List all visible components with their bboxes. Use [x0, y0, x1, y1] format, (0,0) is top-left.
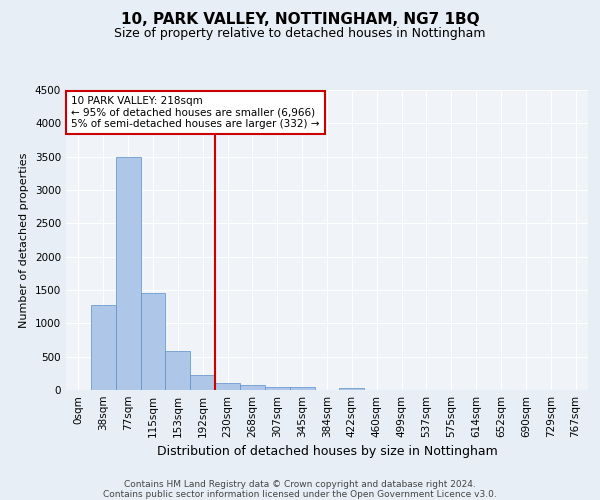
Bar — [166, 350, 190, 390]
Text: Size of property relative to detached houses in Nottingham: Size of property relative to detached ho… — [114, 28, 486, 40]
Bar — [340, 388, 364, 390]
Y-axis label: Number of detached properties: Number of detached properties — [19, 152, 29, 328]
Bar — [290, 387, 314, 390]
Bar — [140, 292, 166, 390]
Bar — [265, 387, 290, 390]
Bar — [116, 156, 140, 390]
Bar — [91, 306, 116, 390]
Bar — [240, 386, 265, 390]
X-axis label: Distribution of detached houses by size in Nottingham: Distribution of detached houses by size … — [157, 446, 497, 458]
Bar — [190, 374, 215, 390]
Text: Contains HM Land Registry data © Crown copyright and database right 2024.: Contains HM Land Registry data © Crown c… — [124, 480, 476, 489]
Text: 10 PARK VALLEY: 218sqm
← 95% of detached houses are smaller (6,966)
5% of semi-d: 10 PARK VALLEY: 218sqm ← 95% of detached… — [71, 96, 320, 129]
Text: Contains public sector information licensed under the Open Government Licence v3: Contains public sector information licen… — [103, 490, 497, 499]
Text: 10, PARK VALLEY, NOTTINGHAM, NG7 1BQ: 10, PARK VALLEY, NOTTINGHAM, NG7 1BQ — [121, 12, 479, 28]
Bar — [215, 383, 240, 390]
